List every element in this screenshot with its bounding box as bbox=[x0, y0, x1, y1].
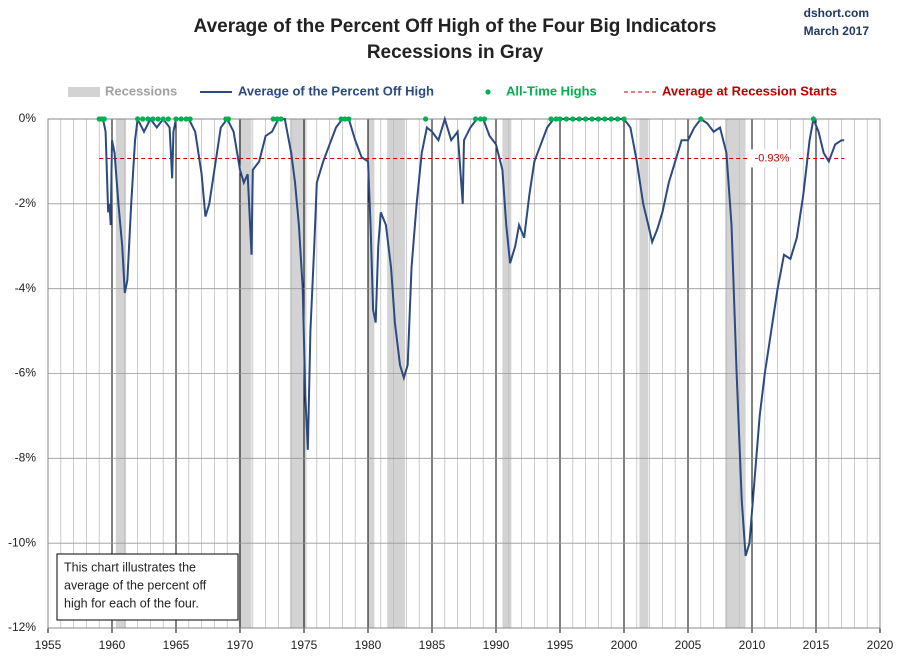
high-point bbox=[602, 116, 608, 122]
x-tick-label: 1965 bbox=[163, 638, 190, 652]
high-point bbox=[274, 116, 280, 122]
high-point bbox=[576, 116, 582, 122]
high-point bbox=[178, 116, 184, 122]
high-point bbox=[135, 116, 141, 122]
legend-label: All-Time Highs bbox=[506, 83, 597, 98]
y-tick-label: -2% bbox=[15, 196, 37, 210]
high-point bbox=[145, 116, 151, 122]
high-point bbox=[155, 116, 161, 122]
high-point bbox=[621, 116, 627, 122]
x-tick-label: 1990 bbox=[483, 638, 510, 652]
high-point bbox=[338, 116, 344, 122]
high-point bbox=[423, 116, 429, 122]
high-point bbox=[278, 116, 284, 122]
legend-swatch bbox=[68, 87, 100, 97]
annotation-box bbox=[56, 553, 239, 621]
legend-swatch bbox=[485, 89, 491, 95]
high-point bbox=[810, 116, 817, 122]
reference-label: -0.93% bbox=[755, 152, 790, 164]
annotation-text: high for each of the four. bbox=[64, 596, 199, 610]
high-point bbox=[183, 116, 189, 122]
y-tick-label: -4% bbox=[15, 281, 37, 295]
high-point bbox=[346, 116, 352, 122]
x-tick-label: 1980 bbox=[355, 638, 382, 652]
high-point bbox=[225, 116, 232, 122]
x-tick-label: 1995 bbox=[547, 638, 574, 652]
high-point bbox=[595, 116, 602, 122]
y-tick-label: 0% bbox=[19, 111, 37, 125]
x-tick-label: 1970 bbox=[227, 638, 254, 652]
high-point bbox=[557, 116, 563, 122]
x-tick-label: 1960 bbox=[99, 638, 126, 652]
y-tick-label: -6% bbox=[15, 366, 37, 380]
legend-label: Average of the Percent Off High bbox=[238, 83, 434, 98]
high-point bbox=[608, 116, 614, 122]
high-point bbox=[548, 116, 554, 122]
high-point bbox=[270, 116, 276, 122]
y-tick-label: -8% bbox=[15, 451, 37, 465]
high-point bbox=[472, 116, 479, 122]
plot-border bbox=[47, 118, 881, 629]
x-tick-label: 2015 bbox=[803, 638, 830, 652]
high-point bbox=[563, 116, 570, 122]
high-point bbox=[481, 116, 488, 122]
x-tick-label: 2010 bbox=[739, 638, 766, 652]
x-tick-label: 2000 bbox=[611, 638, 638, 652]
x-tick-label: 1975 bbox=[291, 638, 318, 652]
annotation-text: average of the percent off bbox=[64, 578, 207, 592]
legend-label: Average at Recession Starts bbox=[662, 83, 837, 98]
source: dshort.com bbox=[804, 6, 869, 20]
legend-label: Recessions bbox=[105, 83, 177, 98]
high-point bbox=[615, 116, 621, 122]
chart-title: Average of the Percent Off High of the F… bbox=[194, 16, 717, 37]
high-point bbox=[140, 116, 146, 122]
x-tick-label: 2020 bbox=[867, 638, 894, 652]
high-point bbox=[150, 116, 156, 122]
high-point bbox=[589, 116, 595, 122]
high-point bbox=[698, 116, 704, 122]
date: March 2017 bbox=[804, 24, 870, 38]
x-tick-label: 1955 bbox=[35, 638, 62, 652]
high-point bbox=[101, 116, 107, 122]
reference-label-bg bbox=[748, 149, 796, 168]
high-point bbox=[583, 116, 589, 122]
y-tick-label: -10% bbox=[8, 535, 36, 549]
annotation-text: This chart illustrates the bbox=[64, 560, 196, 574]
high-point bbox=[173, 116, 179, 122]
high-point bbox=[187, 116, 193, 122]
high-point bbox=[478, 116, 484, 122]
x-tick-label: 2005 bbox=[675, 638, 702, 652]
chart-subtitle: Recessions in Gray bbox=[367, 42, 544, 63]
high-point bbox=[553, 116, 559, 122]
high-point bbox=[165, 116, 171, 122]
data-line bbox=[99, 115, 845, 557]
high-point bbox=[342, 116, 348, 122]
y-tick-label: -12% bbox=[8, 620, 36, 634]
x-tick-label: 1985 bbox=[419, 638, 446, 652]
high-point bbox=[570, 116, 576, 122]
high-point bbox=[160, 116, 166, 122]
